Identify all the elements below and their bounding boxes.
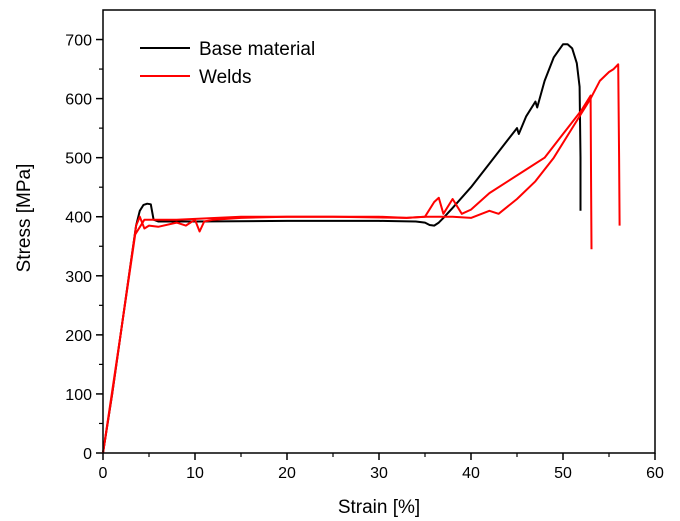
y-tick-label: 600 (65, 92, 92, 109)
x-tick-label: 10 (186, 465, 204, 482)
y-tick-label: 100 (65, 387, 92, 404)
x-tick-label: 0 (99, 465, 108, 482)
legend-label-base-material: Base material (199, 39, 315, 60)
x-axis-title: Strain [%] (338, 497, 420, 518)
y-tick-label: 300 (65, 269, 92, 286)
y-axis-title: Stress [MPa] (14, 164, 35, 273)
series-line-welds-2 (102, 63, 621, 454)
plot-frame (102, 9, 656, 454)
y-tick-label: 700 (65, 33, 92, 50)
legend-label-welds: Welds (199, 67, 251, 88)
chart-series (102, 43, 621, 454)
legend: Base material Welds (140, 39, 315, 88)
y-tick-label: 400 (65, 210, 92, 227)
series-line-welds-1 (102, 94, 593, 454)
y-tick-label: 200 (65, 328, 92, 345)
x-axis-ticks: 0 10 20 30 40 50 60 (99, 453, 664, 482)
series-line-base-material (102, 43, 582, 454)
x-tick-label: 60 (646, 465, 664, 482)
y-tick-label: 500 (65, 151, 92, 168)
y-tick-label: 0 (83, 446, 92, 463)
y-axis-ticks: 0 100 200 300 400 500 600 700 (65, 33, 103, 463)
x-tick-label: 30 (370, 465, 388, 482)
x-tick-label: 20 (278, 465, 296, 482)
x-tick-label: 40 (462, 465, 480, 482)
x-tick-label: 50 (554, 465, 572, 482)
